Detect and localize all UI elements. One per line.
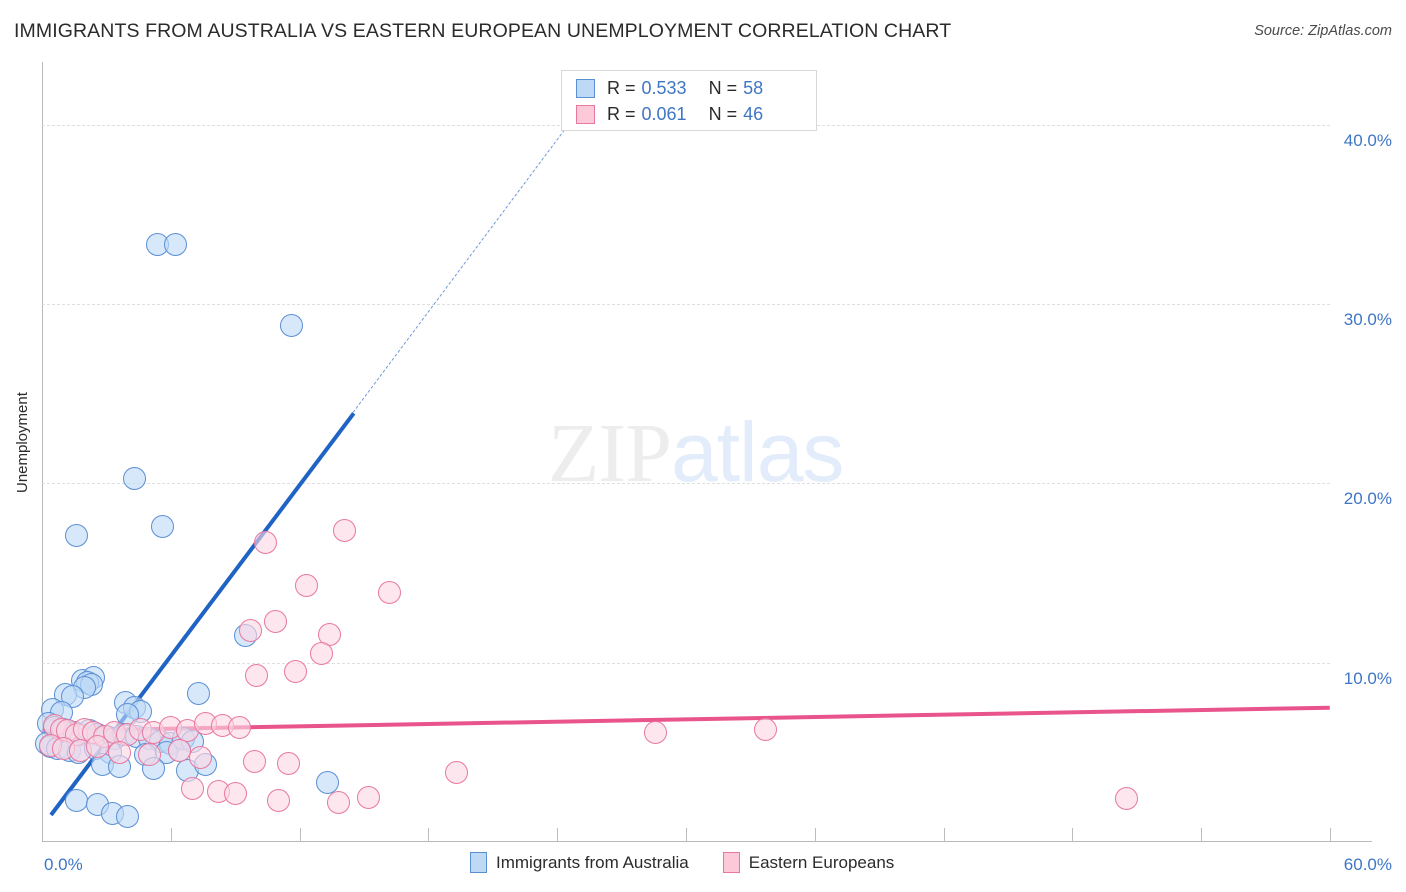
data-point[interactable]: [378, 581, 402, 605]
trendline-extrapolation-immigrants-from-australia: [352, 124, 569, 413]
data-point[interactable]: [444, 760, 468, 784]
data-point[interactable]: [223, 782, 247, 806]
data-point[interactable]: [137, 742, 161, 766]
data-point[interactable]: [644, 721, 668, 745]
data-point[interactable]: [64, 523, 88, 547]
n-value-pink: 46: [743, 103, 764, 124]
data-point[interactable]: [333, 518, 357, 542]
stats-legend: R = 0.533 N = 58 R = 0.061 N = 46: [561, 70, 817, 131]
legend-swatch-eastern-europeans: [576, 104, 595, 124]
y-axis-tick-label: 40.0%: [1343, 130, 1392, 150]
n-label-blue: N =: [708, 77, 738, 98]
data-point[interactable]: [167, 739, 191, 763]
source-label: Source: ZipAtlas.com: [1254, 23, 1392, 39]
y-axis-line: [42, 62, 43, 842]
x-axis-tick: [686, 828, 687, 842]
r-value-pink: 0.061: [641, 103, 687, 124]
data-point[interactable]: [277, 751, 301, 775]
legend-swatch-immigrants-from-australia: [576, 78, 595, 98]
x-axis-tick: [299, 828, 301, 842]
series-legend-swatch-immigrants-from-australia[interactable]: [470, 852, 487, 873]
data-point[interactable]: [243, 749, 267, 773]
x-axis-tick: [557, 828, 559, 842]
data-point[interactable]: [238, 618, 262, 642]
data-point[interactable]: [107, 740, 131, 764]
stats-legend-row-blue: R = 0.533 N = 58: [576, 75, 763, 101]
n-value-blue: 58: [743, 77, 764, 98]
data-point[interactable]: [253, 531, 277, 555]
y-axis-label: Unemployment: [14, 392, 31, 493]
data-point[interactable]: [316, 771, 339, 795]
data-point[interactable]: [163, 233, 187, 257]
data-point[interactable]: [227, 715, 251, 739]
data-point[interactable]: [279, 314, 303, 338]
x-axis-tick: [170, 828, 172, 842]
data-point[interactable]: [283, 660, 307, 684]
series-legend-label-eastern-europeans[interactable]: Eastern Europeans: [748, 852, 895, 872]
data-point[interactable]: [122, 466, 146, 490]
series-legend-label-immigrants-from-australia[interactable]: Immigrants from Australia: [496, 852, 689, 872]
r-value-blue: 0.533: [641, 77, 687, 98]
data-point[interactable]: [264, 609, 288, 633]
x-axis-tick: [428, 828, 430, 842]
y-axis-tick-label: 10.0%: [1343, 668, 1392, 688]
gridline-y: [42, 483, 1330, 485]
data-point[interactable]: [180, 776, 204, 800]
y-axis-tick-label: 30.0%: [1343, 310, 1392, 330]
data-point[interactable]: [356, 785, 380, 809]
x-axis-tick: [1330, 828, 1331, 842]
data-point[interactable]: [187, 681, 211, 705]
plot-area: [34, 62, 1331, 842]
x-axis-min-label: 0.0%: [44, 855, 83, 874]
stats-legend-row-pink: R = 0.061 N = 46: [576, 101, 763, 127]
data-point[interactable]: [245, 663, 269, 687]
page-title: IMMIGRANTS FROM AUSTRALIA VS EASTERN EUR…: [14, 20, 952, 42]
data-point[interactable]: [64, 789, 88, 813]
x-axis-tick: [943, 828, 945, 842]
data-point[interactable]: [753, 717, 777, 741]
r-label-blue: R =: [607, 77, 636, 98]
x-axis-line: [42, 841, 1372, 842]
gridline-y: [42, 662, 1330, 664]
data-point[interactable]: [150, 514, 174, 538]
n-label-pink: N =: [708, 103, 738, 124]
y-axis-tick-label: 20.0%: [1343, 489, 1392, 509]
data-point[interactable]: [1114, 787, 1138, 811]
data-point[interactable]: [326, 791, 350, 815]
data-point[interactable]: [294, 574, 318, 598]
data-point[interactable]: [309, 642, 333, 666]
x-axis-tick: [1072, 828, 1074, 842]
x-axis-tick: [814, 828, 816, 842]
data-point[interactable]: [116, 805, 140, 829]
series-legend: Immigrants from Australia Eastern Europe…: [470, 852, 928, 873]
gridline-y: [42, 304, 1330, 306]
x-axis-tick: [1201, 828, 1203, 842]
data-point[interactable]: [266, 789, 290, 813]
x-axis-max-label: 60.0%: [1343, 855, 1392, 874]
series-legend-swatch-eastern-europeans[interactable]: [722, 852, 740, 873]
data-point[interactable]: [189, 746, 213, 770]
r-label-pink: R =: [607, 103, 636, 124]
